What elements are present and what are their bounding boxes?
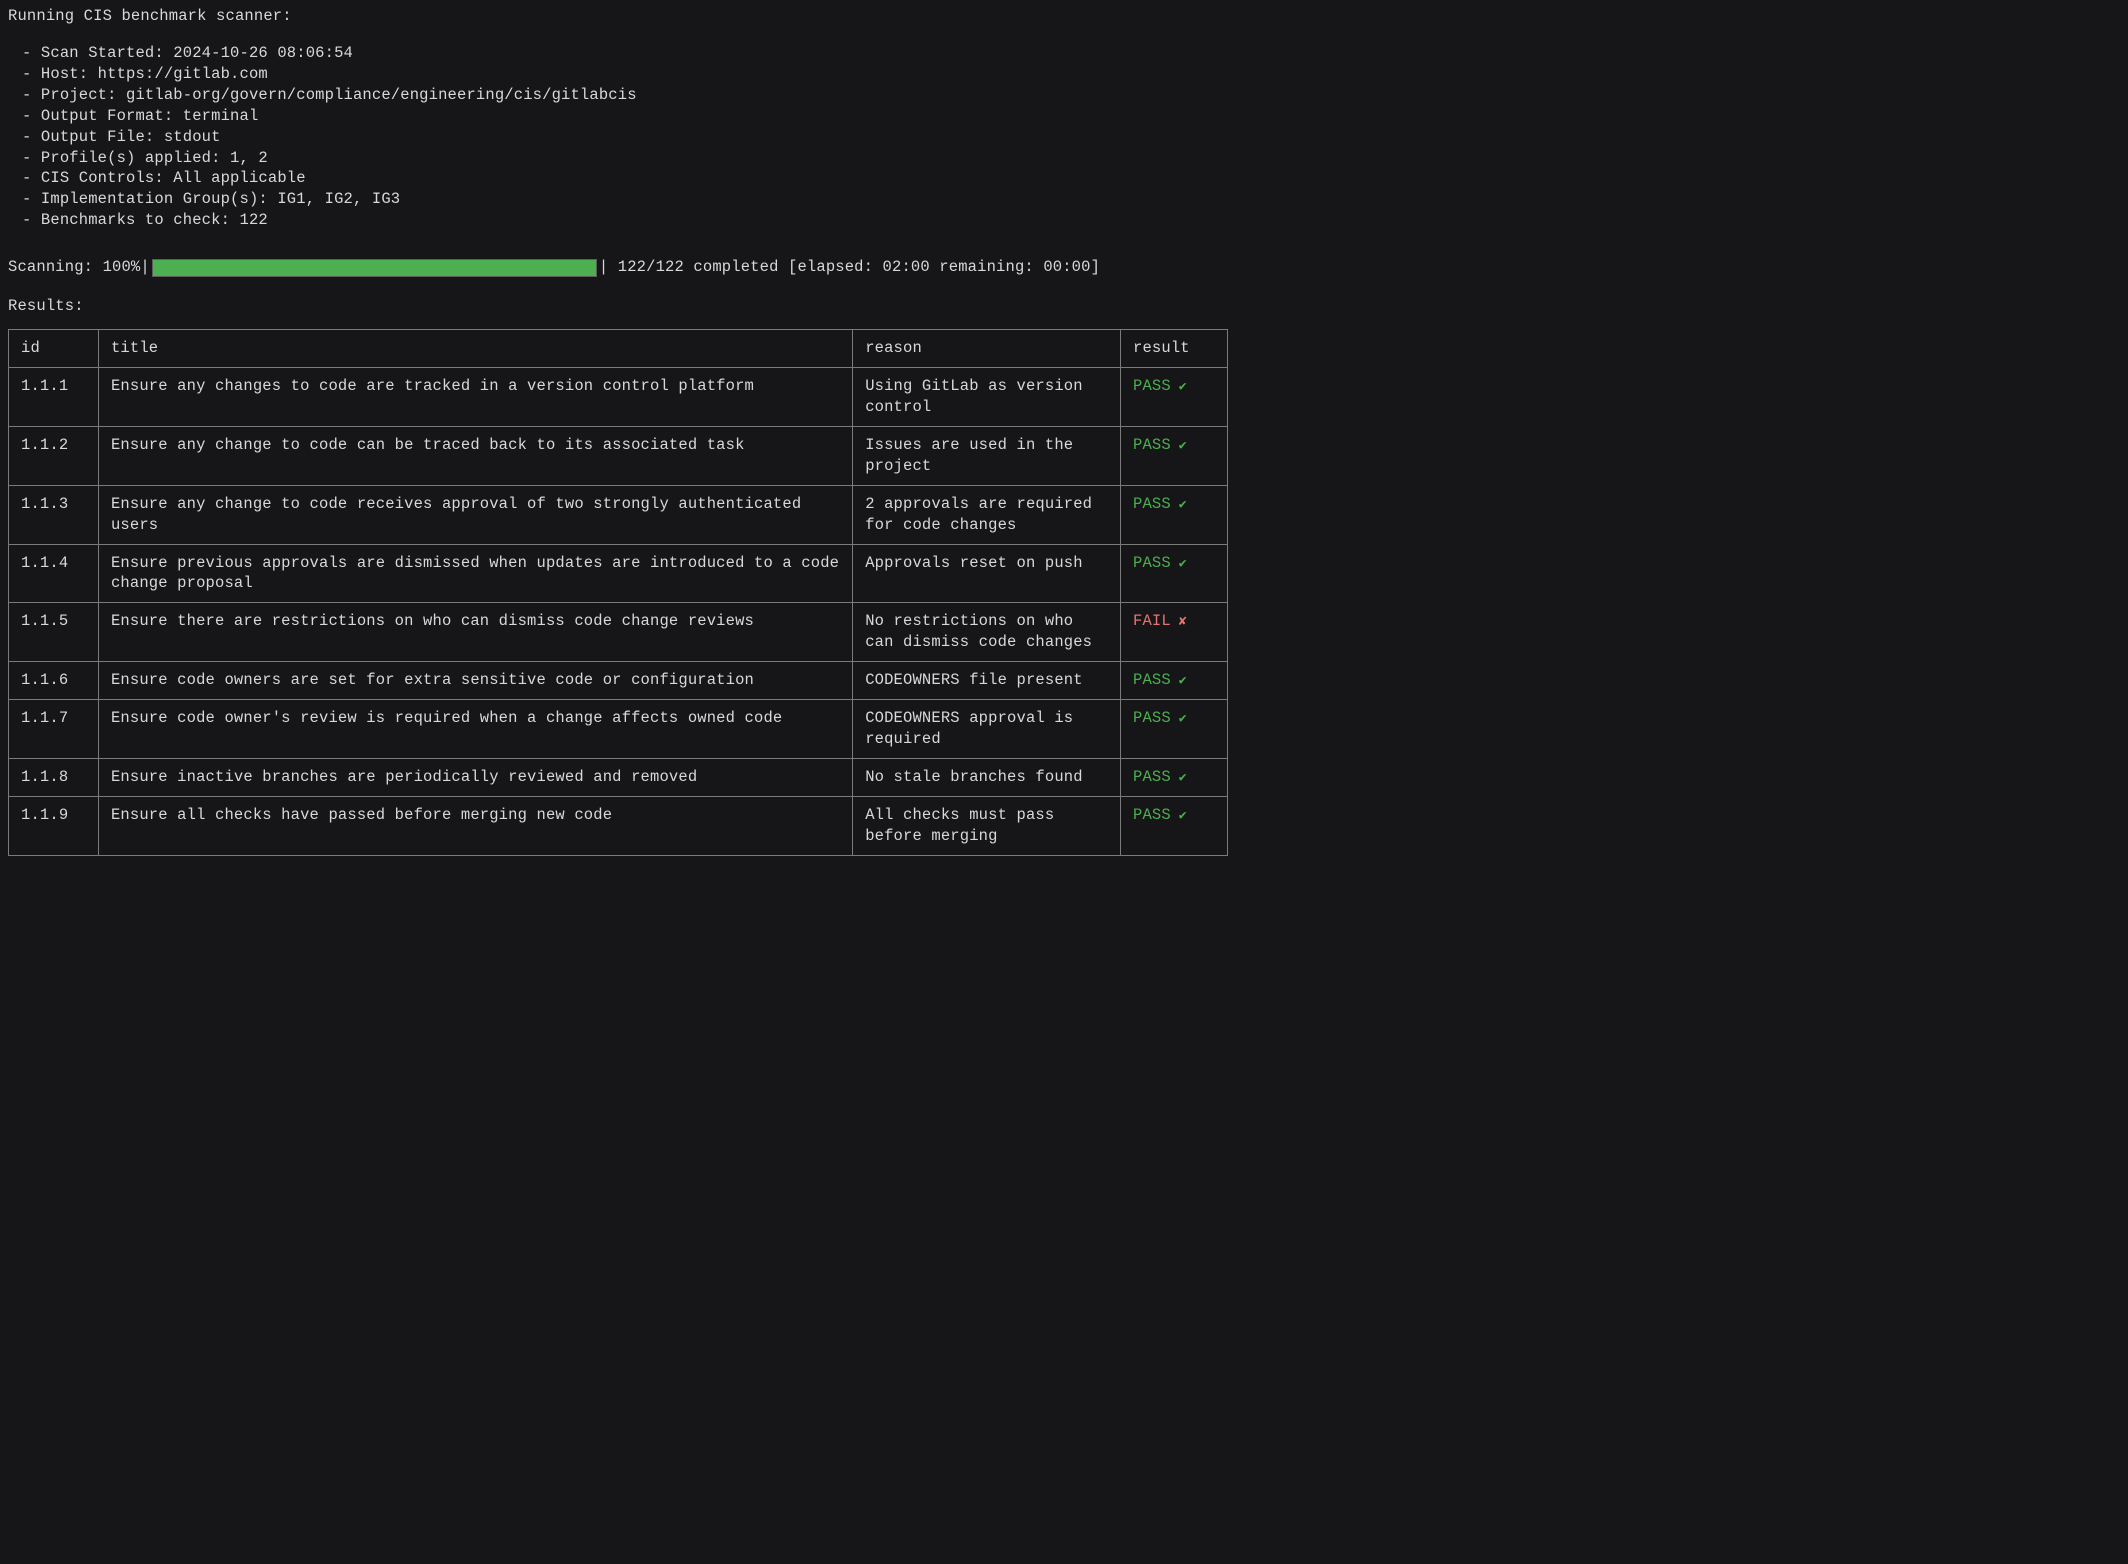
cell-id: 1.1.6 [9, 662, 99, 700]
cell-result: PASS [1121, 485, 1228, 544]
scanner-header-title: Running CIS benchmark scanner: [8, 6, 2120, 27]
scanner-info-item: - Benchmarks to check: 122 [8, 210, 2120, 231]
cell-reason: 2 approvals are required for code change… [853, 485, 1121, 544]
table-row: 1.1.6Ensure code owners are set for extr… [9, 662, 1228, 700]
cell-title: Ensure any change to code can be traced … [98, 426, 852, 485]
cell-reason: All checks must pass before merging [853, 796, 1121, 855]
cell-id: 1.1.1 [9, 367, 99, 426]
cell-reason: CODEOWNERS approval is required [853, 700, 1121, 759]
cell-result: PASS [1121, 544, 1228, 603]
status-badge-pass: PASS [1133, 709, 1187, 727]
table-row: 1.1.8Ensure inactive branches are period… [9, 758, 1228, 796]
status-badge-fail: FAIL [1133, 612, 1187, 630]
scanner-info-item: - Implementation Group(s): IG1, IG2, IG3 [8, 189, 2120, 210]
cell-result: PASS [1121, 758, 1228, 796]
progress-prefix: Scanning: 100%| [8, 257, 150, 278]
cell-result: PASS [1121, 796, 1228, 855]
table-header-row: id title reason result [9, 330, 1228, 368]
scanner-info-item: - Profile(s) applied: 1, 2 [8, 148, 2120, 169]
status-badge-pass: PASS [1133, 377, 1187, 395]
col-reason: reason [853, 330, 1121, 368]
scanner-info-item: - Output File: stdout [8, 127, 2120, 148]
progress-line: Scanning: 100%| | 122/122 completed [ela… [8, 257, 2120, 278]
cell-title: Ensure previous approvals are dismissed … [98, 544, 852, 603]
cell-reason: No restrictions on who can dismiss code … [853, 603, 1121, 662]
scanner-info-item: - Output Format: terminal [8, 106, 2120, 127]
cell-id: 1.1.2 [9, 426, 99, 485]
table-row: 1.1.5Ensure there are restrictions on wh… [9, 603, 1228, 662]
results-title: Results: [8, 296, 2120, 317]
table-row: 1.1.7Ensure code owner's review is requi… [9, 700, 1228, 759]
col-result: result [1121, 330, 1228, 368]
cell-reason: CODEOWNERS file present [853, 662, 1121, 700]
cell-title: Ensure code owner's review is required w… [98, 700, 852, 759]
cell-reason: Issues are used in the project [853, 426, 1121, 485]
cell-title: Ensure all checks have passed before mer… [98, 796, 852, 855]
cell-reason: No stale branches found [853, 758, 1121, 796]
cell-result: FAIL [1121, 603, 1228, 662]
scanner-info-item: - Project: gitlab-org/govern/compliance/… [8, 85, 2120, 106]
cell-reason: Approvals reset on push [853, 544, 1121, 603]
scanner-info-list: - Scan Started: 2024-10-26 08:06:54- Hos… [8, 43, 2120, 231]
scanner-info-item: - CIS Controls: All applicable [8, 168, 2120, 189]
col-title: title [98, 330, 852, 368]
col-id: id [9, 330, 99, 368]
scanner-info-item: - Host: https://gitlab.com [8, 64, 2120, 85]
table-row: 1.1.2Ensure any change to code can be tr… [9, 426, 1228, 485]
status-badge-pass: PASS [1133, 671, 1187, 689]
results-table: id title reason result 1.1.1Ensure any c… [8, 329, 1228, 856]
cell-result: PASS [1121, 426, 1228, 485]
progress-suffix: | 122/122 completed [elapsed: 02:00 rema… [599, 257, 1100, 278]
table-row: 1.1.4Ensure previous approvals are dismi… [9, 544, 1228, 603]
status-badge-pass: PASS [1133, 806, 1187, 824]
progress-bar [152, 259, 597, 277]
status-badge-pass: PASS [1133, 554, 1187, 572]
cell-result: PASS [1121, 700, 1228, 759]
progress-bar-fill [153, 260, 596, 276]
cell-id: 1.1.3 [9, 485, 99, 544]
cell-title: Ensure code owners are set for extra sen… [98, 662, 852, 700]
cell-title: Ensure inactive branches are periodicall… [98, 758, 852, 796]
table-row: 1.1.3Ensure any change to code receives … [9, 485, 1228, 544]
cell-reason: Using GitLab as version control [853, 367, 1121, 426]
cell-title: Ensure any changes to code are tracked i… [98, 367, 852, 426]
cell-id: 1.1.4 [9, 544, 99, 603]
cell-id: 1.1.5 [9, 603, 99, 662]
cell-id: 1.1.7 [9, 700, 99, 759]
cell-id: 1.1.9 [9, 796, 99, 855]
cell-title: Ensure any change to code receives appro… [98, 485, 852, 544]
scanner-info-item: - Scan Started: 2024-10-26 08:06:54 [8, 43, 2120, 64]
cell-id: 1.1.8 [9, 758, 99, 796]
cell-result: PASS [1121, 367, 1228, 426]
table-row: 1.1.1Ensure any changes to code are trac… [9, 367, 1228, 426]
status-badge-pass: PASS [1133, 768, 1187, 786]
cell-title: Ensure there are restrictions on who can… [98, 603, 852, 662]
status-badge-pass: PASS [1133, 495, 1187, 513]
cell-result: PASS [1121, 662, 1228, 700]
status-badge-pass: PASS [1133, 436, 1187, 454]
table-row: 1.1.9Ensure all checks have passed befor… [9, 796, 1228, 855]
